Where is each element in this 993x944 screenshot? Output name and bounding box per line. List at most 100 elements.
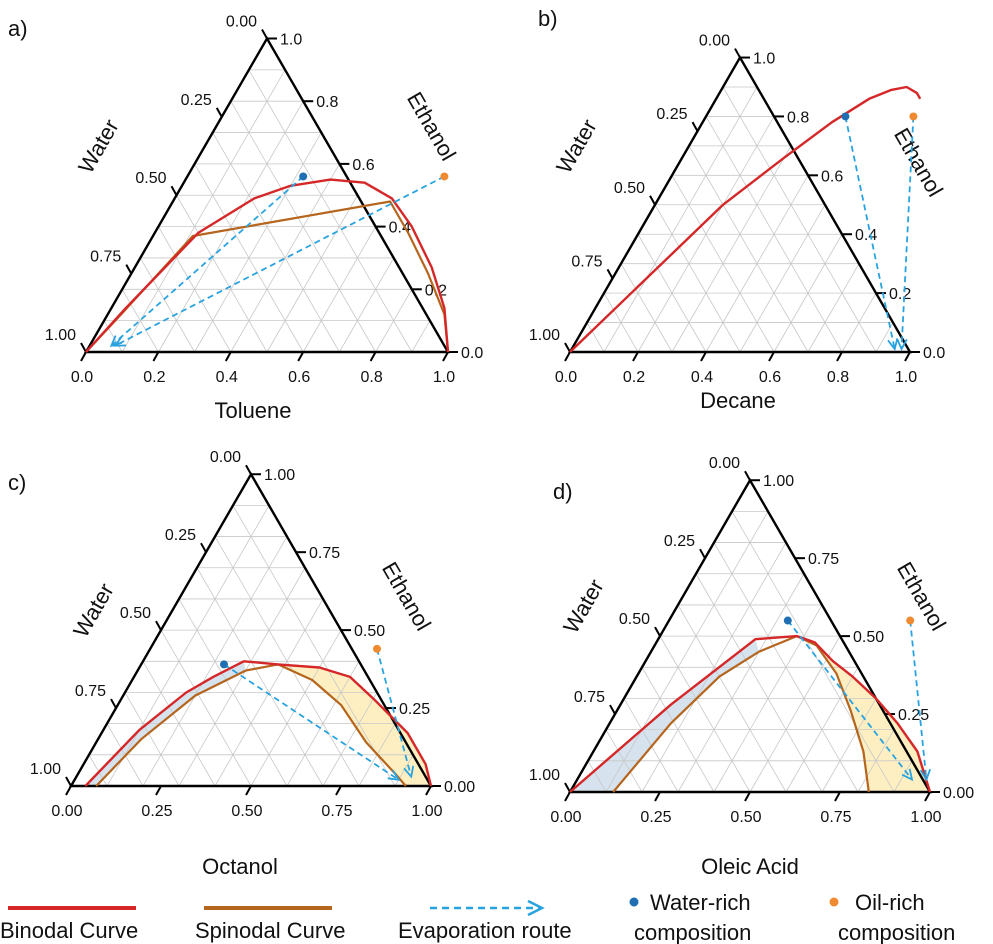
panel-d-gridline <box>857 729 895 793</box>
panel-b-left-tick-label: 0.00 <box>699 33 730 50</box>
panel-b-water-rich-point <box>841 112 850 121</box>
panel-c-xlabel: Octanol <box>202 854 278 879</box>
panel-c-binodal-curve <box>84 660 433 787</box>
panel-a-route-arrowhead <box>113 336 126 347</box>
panel-d: d) Oleic Acid Water Ethanol 0.00 0.25 0.50… <box>529 455 974 879</box>
panel-a-gridline <box>411 320 431 353</box>
panel-b-route-arrowhead <box>896 338 908 352</box>
panel-a-gridline <box>139 257 195 353</box>
panel-d-oil-rich-region <box>796 636 930 792</box>
panel-d-binodal-curve <box>569 634 932 793</box>
panel-a-right-tick-label: 0.8 <box>316 94 338 111</box>
panel-b-label: b) <box>538 6 558 31</box>
panel-b-gridline <box>637 234 707 353</box>
panel-d-gridline <box>893 760 913 793</box>
panel-c-route-arrowhead <box>387 769 401 781</box>
panel-d-bottom-tick-label: 0.25 <box>640 809 671 826</box>
panel-c: c) Octanol Water Ethanol 0.00 0.25 0.50 0.7… <box>8 449 475 879</box>
panel-b-evaporation-route <box>900 116 915 350</box>
panel-d-gridline <box>695 573 823 793</box>
panel-a-right-tick-label: 1.0 <box>280 31 302 48</box>
panel-d-water-rich-point <box>783 616 792 625</box>
panel-d-left-tick <box>744 470 751 481</box>
panel-b-right-tick-label: 0.0 <box>923 345 945 362</box>
panel-c-gridline <box>88 754 108 787</box>
panel-b-bottom-tick <box>836 351 843 362</box>
panel-b-right-label: Ethanol <box>889 124 948 201</box>
panel-c-route-arrowhead <box>403 765 415 779</box>
panel-b-route-arrowhead <box>887 338 899 352</box>
panel-a-oil-rich-point <box>440 172 449 181</box>
panel-d-right-tick-label: 0.50 <box>853 629 884 646</box>
panel-c-gridline <box>196 567 324 787</box>
panel-c-oil-rich-point <box>373 644 381 653</box>
panel-b-right-tick-label: 0.2 <box>889 286 911 303</box>
panel-b-gridline <box>807 263 860 353</box>
panel-a-left-tick-label: 1.00 <box>45 327 76 344</box>
panel-c-bottom-tick-label: 0.25 <box>141 803 172 820</box>
panel-d-left-tick-label: 0.75 <box>574 689 605 706</box>
panel-a-gridline <box>266 195 358 353</box>
panel-b-right-tick-label: 1.0 <box>753 51 775 68</box>
legend-spinodal-label: Spinodal Curve <box>195 918 345 943</box>
panel-d-route-arrowhead <box>919 768 932 782</box>
panel-b-bottom-tick <box>904 351 911 362</box>
panel-c-evaporation-route <box>223 663 400 781</box>
panel-c-left-tick <box>200 542 207 553</box>
panel-c-right-tick-label: 0.25 <box>399 701 430 718</box>
panel-b-bottom-tick <box>632 351 639 362</box>
panel-a-gridline <box>103 320 123 353</box>
legend-binodal-label: Binodal Curve <box>0 918 138 943</box>
panel-b-right-tick-label: 0.8 <box>787 109 809 126</box>
panel-d-left-tick <box>609 704 616 715</box>
panel-a-bottom-tick-label: 0.6 <box>288 369 310 386</box>
panel-a-bottom-tick <box>152 351 160 362</box>
panel-c-left-tick <box>110 698 117 709</box>
panel-c-oil-rich-region <box>278 664 431 786</box>
panel-c-bottom-tick <box>155 785 162 796</box>
panel-c-left-label: Water <box>68 579 119 642</box>
panel-a-gridline <box>212 132 340 353</box>
panel-d-gridline <box>785 667 859 793</box>
panel-a-bottom-tick-label: 1.0 <box>433 369 455 386</box>
panel-b-gridline <box>654 204 741 353</box>
panel-d-gridline <box>821 698 877 793</box>
panel-c-gridline <box>286 661 360 787</box>
panel-b-gridline <box>620 263 673 353</box>
panel-c-bottom-tick <box>65 785 72 796</box>
panel-c-left-tick-label: 1.00 <box>30 761 61 778</box>
panel-b-left-tick-label: 0.25 <box>656 106 687 123</box>
panel-c-bottom-tick-label: 0.50 <box>231 803 262 820</box>
panel-d-bottom-tick-label: 0.00 <box>550 809 581 826</box>
panel-d-left-label: Water <box>558 575 609 638</box>
panel-b-bottom-tick-label: 0.6 <box>759 369 781 386</box>
panel-d-gridline <box>659 635 751 793</box>
panel-c-left-tick-label: 0.00 <box>210 449 241 466</box>
panel-b-bottom-tick-label: 0.0 <box>555 369 577 386</box>
panel-a-bottom-tick-label: 0.4 <box>216 369 238 386</box>
panel-d-gridline <box>605 729 643 793</box>
panel-d-bottom-tick <box>834 791 841 802</box>
panel-a-left-tick <box>125 264 133 275</box>
panel-a-right-tick-label: 0.6 <box>352 157 374 174</box>
panel-a-gridline <box>121 69 286 353</box>
panel-d-xlabel: Oleic Acid <box>701 854 799 879</box>
panel-a-bottom-tick <box>80 351 87 362</box>
panel-b-gridline <box>773 234 843 353</box>
panel-c-gridline <box>106 505 270 787</box>
panel-c-spinodal-curve <box>95 663 407 787</box>
panel-b-bottom-tick <box>768 351 775 362</box>
panel-c-right-label: Ethanol <box>377 558 436 635</box>
panel-d-gridline <box>623 698 679 793</box>
panel-a-xlabel: Toluene <box>214 398 291 423</box>
panel-d-bottom-tick <box>654 791 661 802</box>
panel-d-water-rich-region <box>570 639 759 792</box>
panel-d-bottom-tick-label: 0.75 <box>820 809 851 826</box>
panel-a-left-tick <box>215 107 223 118</box>
legend-oil-rich-line2: composition <box>838 920 955 944</box>
panel-d-bottom-tick-label: 1.00 <box>910 809 941 826</box>
panel-a-left-tick <box>170 185 178 196</box>
panel-d-right-tick-label: 0.25 <box>898 707 929 724</box>
panel-d-right-tick-label: 0.00 <box>943 785 974 802</box>
panel-c-evaporation-route <box>376 648 413 777</box>
